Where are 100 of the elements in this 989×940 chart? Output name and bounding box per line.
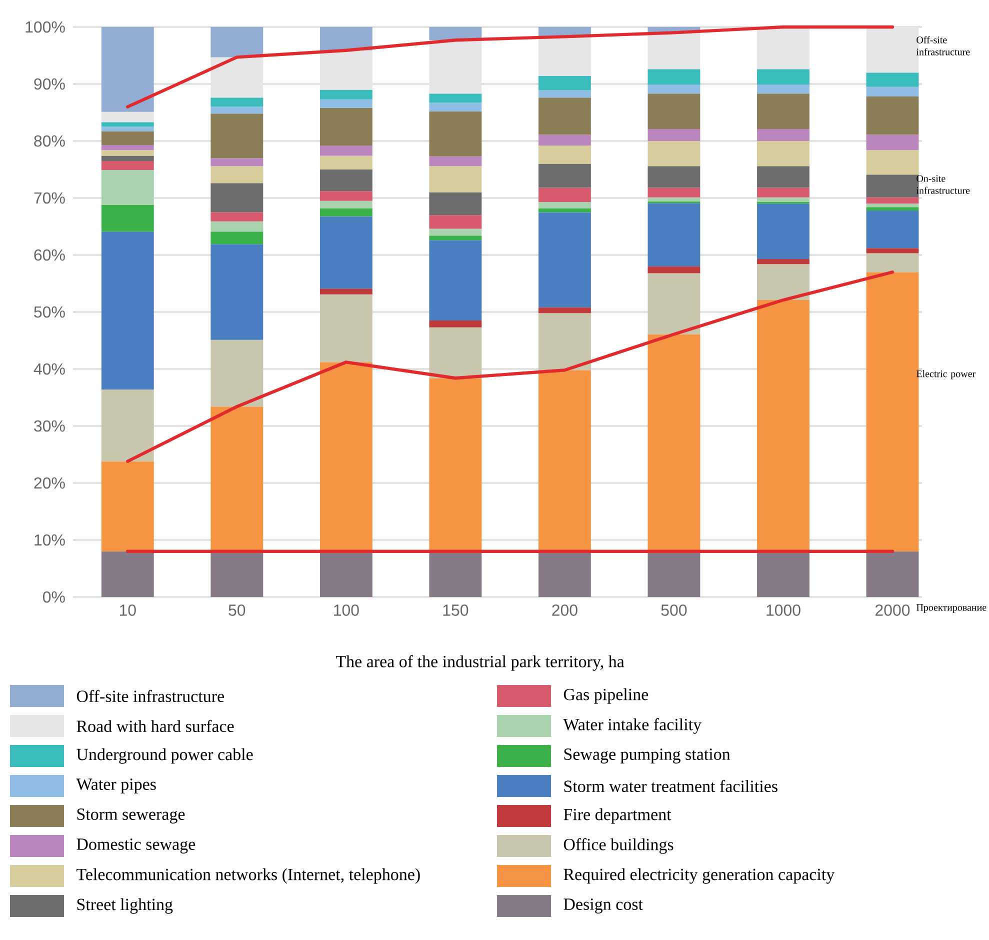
bar [429, 228, 482, 236]
bar [538, 36, 591, 76]
bar [429, 320, 482, 328]
bar [757, 551, 810, 597]
x-tick-label: 100 [334, 604, 359, 616]
bar [648, 551, 700, 597]
annotation: Off-site infrastructure [916, 36, 970, 56]
bar [866, 150, 919, 175]
bar [648, 84, 700, 94]
bar [429, 26, 482, 40]
bar [101, 26, 154, 112]
bar [320, 50, 372, 90]
bar [648, 32, 700, 70]
bar [210, 183, 264, 212]
y-tick-label: 100% [26, 21, 65, 33]
bar [648, 273, 700, 334]
y-tick-label: 80% [34, 135, 65, 147]
bar [866, 248, 919, 254]
bar [210, 232, 264, 244]
bar [538, 370, 591, 552]
bar [429, 551, 482, 597]
bar [210, 551, 264, 597]
line-series [126, 25, 894, 108]
bar [648, 188, 700, 198]
legend-label: Office buildings [564, 838, 674, 854]
bar [757, 84, 810, 94]
bar [101, 461, 154, 552]
bar [538, 134, 591, 146]
bar [757, 258, 810, 264]
bar [429, 215, 482, 229]
bar [757, 204, 810, 259]
bar [210, 406, 264, 552]
legend-label: Design cost [564, 898, 643, 914]
legend-label: Water pipes [76, 778, 156, 794]
bar [538, 188, 591, 202]
bar [757, 264, 810, 300]
bar [101, 126, 154, 132]
x-tick-label: 2000 [876, 604, 910, 616]
bar [757, 300, 810, 552]
bar [101, 204, 154, 232]
bar [320, 156, 372, 170]
bar [757, 197, 810, 202]
bar [320, 362, 372, 552]
bar [320, 208, 372, 216]
bar [320, 108, 372, 146]
bar [866, 96, 919, 135]
bar [538, 202, 591, 208]
bar [757, 94, 810, 130]
bar [757, 166, 810, 188]
bar [538, 313, 591, 370]
legend-label: Telecommunication networks (Internet, telephone) [76, 868, 420, 884]
bar [429, 166, 482, 192]
bar [648, 197, 700, 202]
y-tick-label: 0% [42, 591, 65, 603]
legend-label: Fire department [564, 808, 672, 824]
bar [210, 114, 264, 158]
bar [429, 94, 482, 103]
legend-label: Required electricity generation capacity [564, 868, 835, 884]
bar [757, 188, 810, 198]
bar [538, 98, 591, 135]
legend-label: Sewage pumping station [564, 748, 730, 764]
bar [866, 72, 919, 87]
bar [210, 166, 264, 184]
bar [757, 129, 810, 141]
bar [101, 112, 154, 122]
bar [210, 244, 264, 340]
bar [538, 164, 591, 188]
y-tick-label: 90% [34, 78, 65, 90]
bar [429, 240, 482, 321]
text: Проектирование [916, 604, 986, 613]
legend-label: Domestic sewage [76, 838, 196, 854]
bar [648, 94, 700, 130]
bar [538, 551, 591, 597]
bar [101, 131, 154, 145]
legend-label: Water intake facility [563, 718, 702, 734]
y-tick-label: 70% [34, 192, 65, 204]
bar [648, 334, 700, 552]
bar [648, 203, 700, 266]
bar [429, 156, 482, 166]
bar [429, 236, 482, 240]
bar [538, 212, 591, 308]
bar [429, 102, 482, 112]
bar [538, 146, 591, 164]
bar [320, 90, 372, 100]
bar [210, 340, 264, 407]
bar [101, 156, 154, 161]
bar [320, 99, 372, 108]
bar [320, 200, 372, 208]
bar [648, 69, 700, 85]
y-tick-label: 30% [34, 420, 65, 432]
y-tick-label: 10% [34, 534, 65, 546]
bar [429, 327, 482, 378]
bar [866, 210, 919, 248]
bar [429, 111, 482, 156]
bar [648, 140, 700, 166]
bar [538, 76, 591, 90]
legend-label: Storm sewerage [77, 808, 185, 824]
bar [429, 378, 482, 552]
bar [866, 197, 919, 204]
x-tick-label: 10 [120, 604, 136, 616]
